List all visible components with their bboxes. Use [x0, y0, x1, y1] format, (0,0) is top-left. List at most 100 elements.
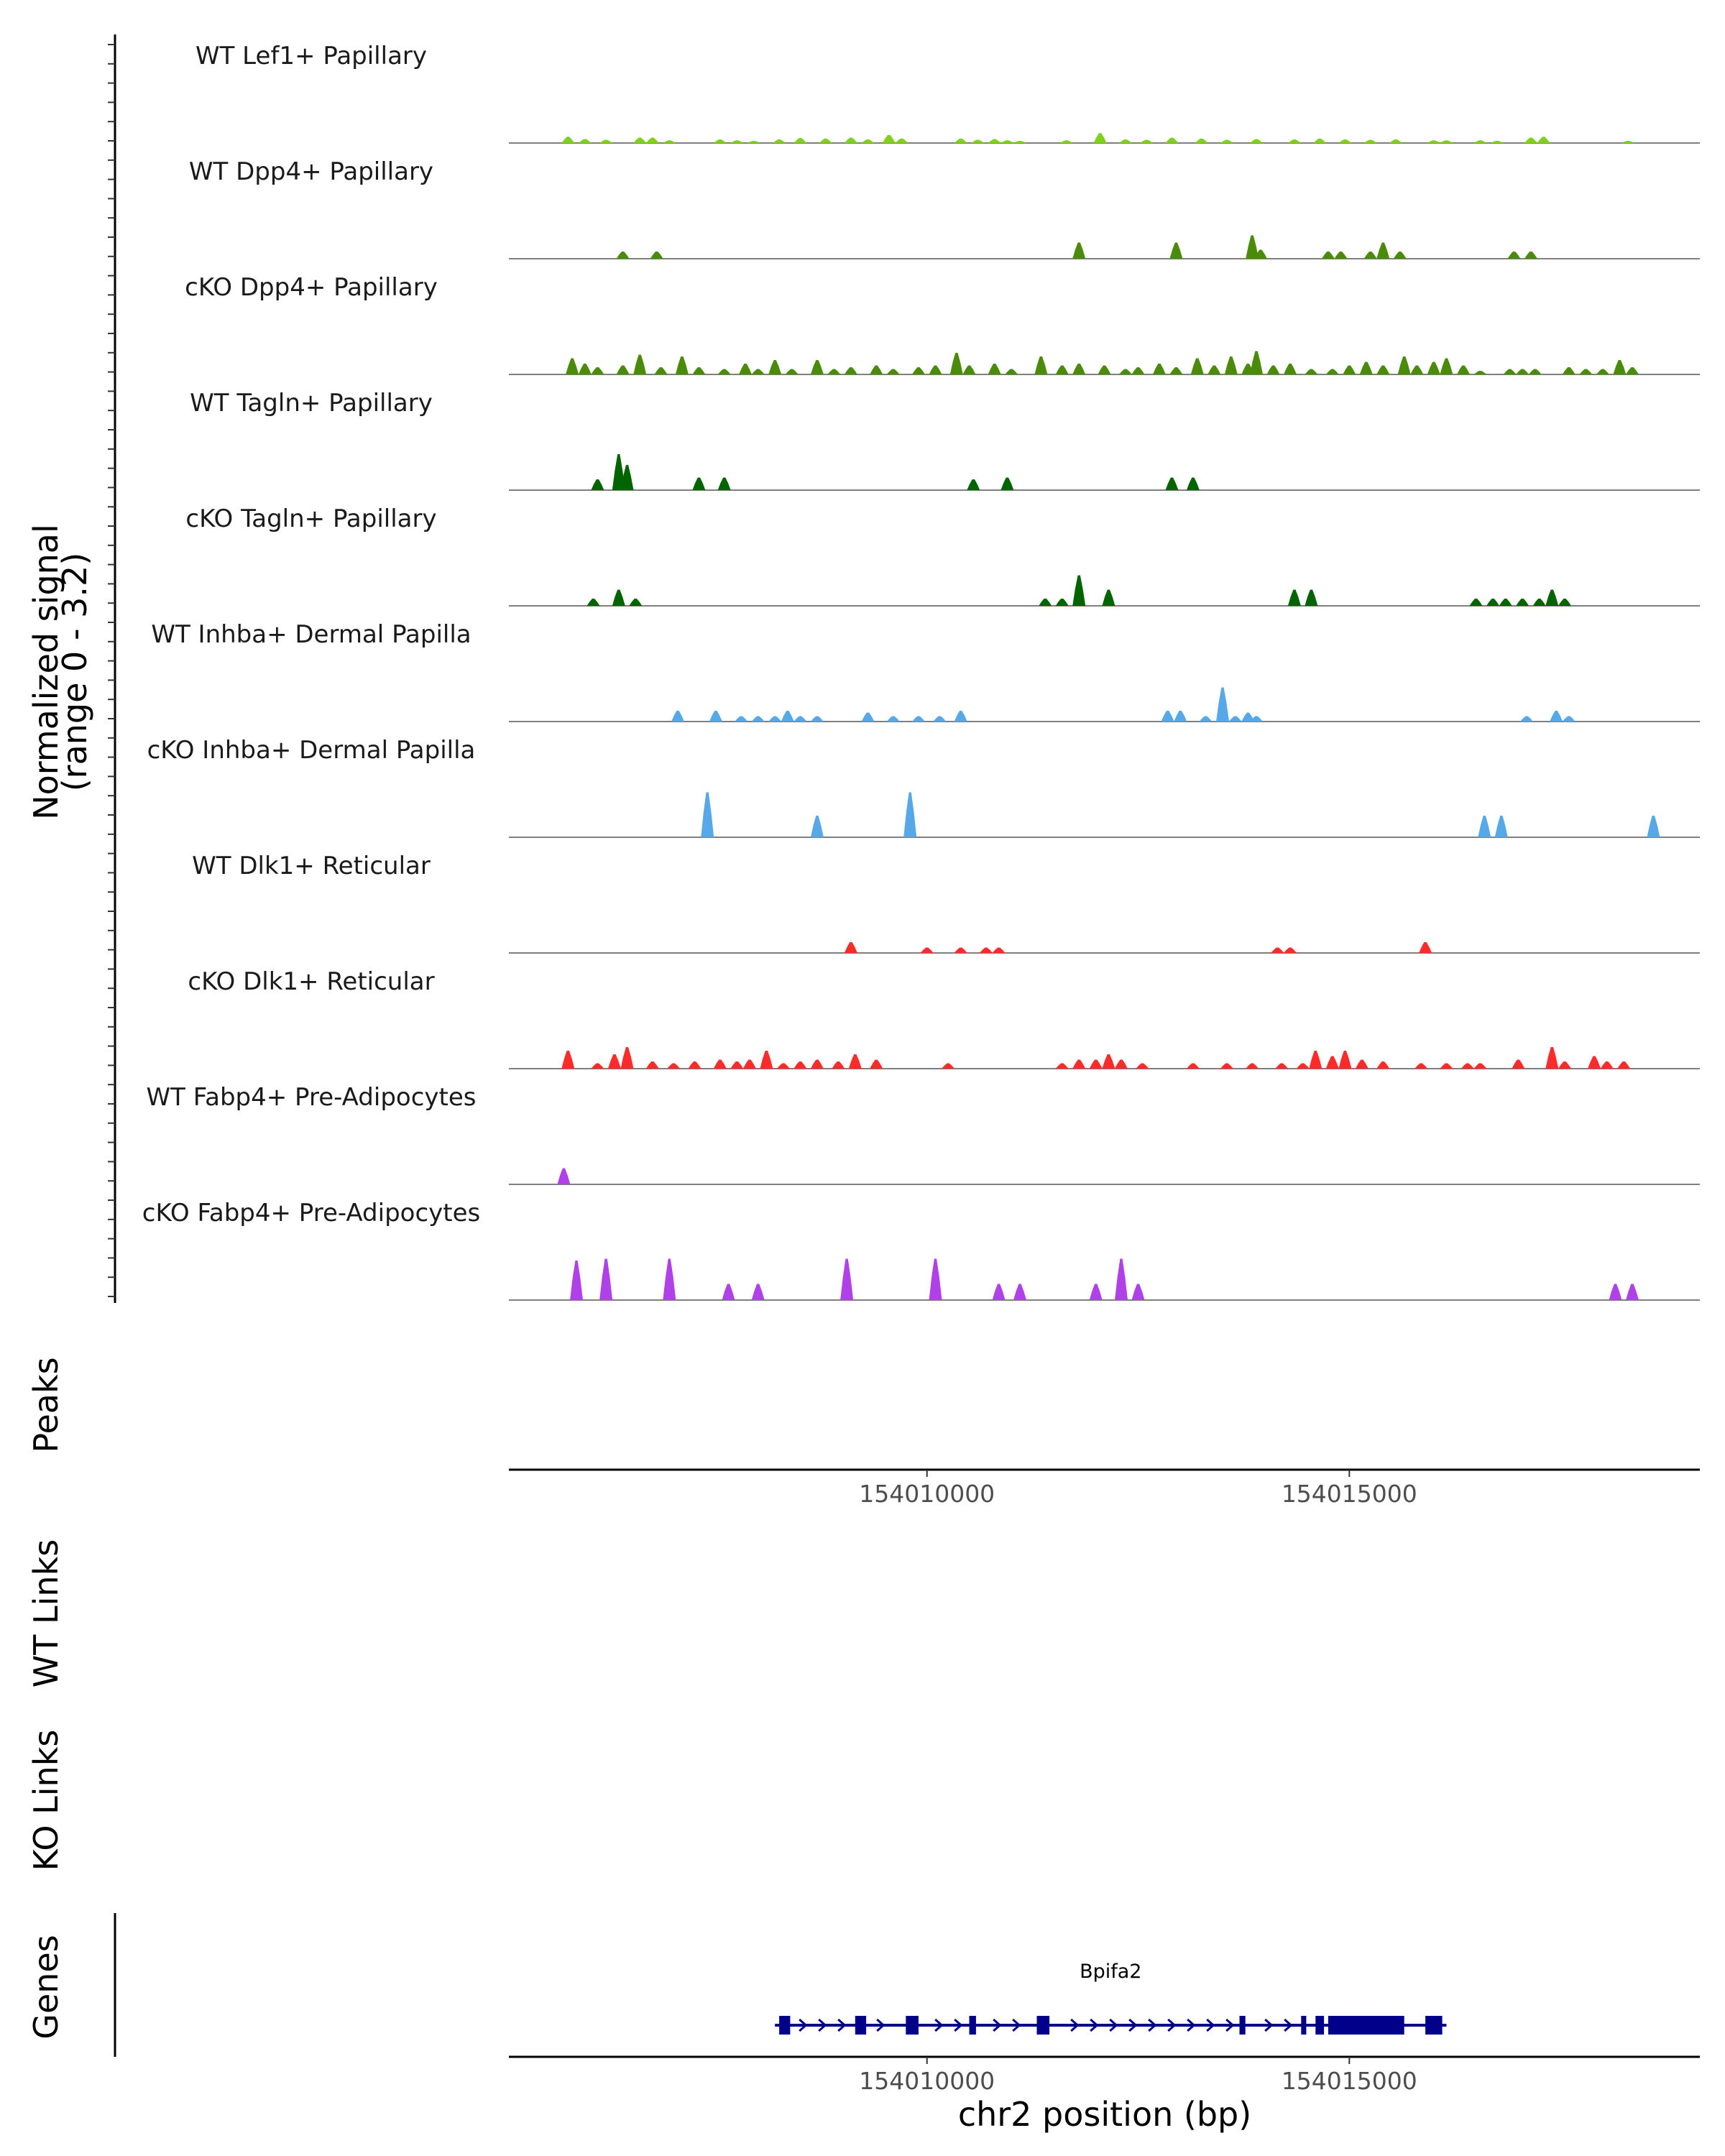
coverage-peak — [751, 1284, 765, 1300]
strand-arrow — [934, 2018, 944, 2032]
gene-label: Bpifa2 — [1080, 1961, 1141, 1983]
coverage-peak — [920, 947, 934, 953]
track-1: WT Lef1+ Papillary — [196, 42, 1700, 144]
coverage-peak — [1169, 242, 1183, 259]
strand-arrow — [1167, 2018, 1177, 2032]
coverage-peak — [713, 1059, 727, 1069]
coverage-peak — [827, 369, 841, 374]
coverage-peak — [819, 138, 832, 143]
coverage-peak — [1284, 947, 1297, 953]
strand-arrow — [1128, 2018, 1138, 2032]
coverage-peak — [1359, 361, 1373, 374]
coverage-peak — [1169, 367, 1183, 374]
gene-exon — [1036, 2016, 1050, 2035]
coverage-peak — [1460, 1063, 1474, 1069]
coverage-peak — [1131, 367, 1145, 374]
coverage-peak — [1199, 716, 1213, 722]
coverage-peak — [1250, 139, 1263, 143]
coverage-peak — [722, 1284, 735, 1300]
coverage-peak — [942, 1063, 955, 1069]
coverage-peak — [1186, 1063, 1200, 1069]
coverage-peak — [1216, 687, 1229, 722]
track-7: cKO Inhba+ Dermal Papilla — [147, 736, 1700, 838]
coverage-peak — [742, 1059, 756, 1069]
strand-arrow — [1148, 2018, 1157, 2032]
coverage-peak — [1186, 477, 1200, 490]
coverage-peak — [1271, 947, 1284, 953]
coverage-peak — [1152, 364, 1166, 374]
coverage-peak — [633, 137, 647, 143]
coverage-peak — [1363, 252, 1377, 259]
coverage-peak — [1102, 1054, 1116, 1069]
track-label: WT Tagln+ Papillary — [190, 389, 433, 418]
coverage-peak — [1491, 141, 1504, 143]
coverage-peak — [557, 1168, 571, 1184]
strand-arrow — [818, 2018, 827, 2032]
coverage-peak — [886, 716, 900, 722]
coverage-peak — [1389, 139, 1402, 143]
coverage-peak — [1005, 369, 1018, 374]
coverage-peak — [599, 1258, 613, 1300]
coverage-peak — [886, 369, 900, 374]
coverage-peak — [949, 353, 963, 374]
coverage-peak — [1174, 711, 1187, 722]
coverage-peak — [1338, 139, 1352, 143]
coverage-peak — [709, 711, 722, 722]
coverage-peak — [616, 365, 630, 374]
coverage-peak — [1613, 360, 1627, 374]
coverage-peak — [1440, 140, 1453, 143]
coverage-peak — [586, 599, 600, 606]
coverage-peak — [1305, 369, 1318, 374]
track-label: WT Dpp4+ Papillary — [189, 157, 433, 186]
coverage-peak — [1072, 1059, 1086, 1069]
signal-y-axis-title-line2: (range 0 - 3.2) — [55, 553, 94, 792]
coverage-peak — [1520, 716, 1534, 722]
coverage-peak — [1089, 1284, 1103, 1300]
coverage-peak — [1622, 141, 1635, 143]
coverage-peak — [785, 369, 799, 374]
coverage-peak — [591, 479, 604, 490]
coverage-peak — [1558, 599, 1571, 606]
coverage-peak — [1503, 369, 1517, 374]
gene-exon — [1301, 2016, 1307, 2035]
gene-exon — [1425, 2016, 1443, 2035]
coverage-peak — [794, 1061, 807, 1069]
coverage-peak — [1609, 1284, 1622, 1300]
coverage-peak — [1296, 1063, 1310, 1069]
coverage-peak — [1241, 712, 1255, 722]
x-axis-title: chr2 position (bp) — [958, 2095, 1251, 2134]
coverage-peak — [717, 477, 731, 490]
coverage-peak — [992, 947, 1006, 953]
gene-exon — [969, 2016, 976, 2035]
coverage-peak — [1055, 365, 1069, 374]
coverage-peak — [578, 139, 592, 143]
gene-exon — [906, 2016, 919, 2035]
coverage-peak — [1440, 1063, 1453, 1069]
coverage-peak — [578, 364, 592, 374]
coverage-peak — [616, 252, 630, 259]
x-axis-tick-label: 154010000 — [859, 1480, 995, 1508]
coverage-peak — [988, 364, 1001, 374]
gene-exon — [1239, 2016, 1246, 2035]
peaks-x-axis-ticks: 154010000 154015000 — [859, 1470, 1417, 1508]
coverage-peak — [1473, 1063, 1487, 1069]
signal-y-axis-title-line1: Normalized signal — [27, 524, 65, 820]
coverage-peak — [629, 599, 643, 606]
coverage-peak — [1055, 1063, 1069, 1069]
coverage-peak — [1478, 816, 1491, 837]
coverage-peak — [1309, 1051, 1322, 1069]
coverage-peak — [832, 1061, 845, 1069]
strand-arrow — [1264, 2018, 1274, 2032]
coverage-peak — [1000, 477, 1014, 490]
coverage-peak — [1550, 711, 1563, 722]
genes-x-axis-ticks: 154010000 154015000 — [859, 2057, 1417, 2095]
coverage-peak — [929, 365, 942, 374]
coverage-peak — [591, 367, 604, 374]
track-5: cKO Tagln+ Papillary — [185, 505, 1700, 607]
coverage-peak — [1195, 138, 1208, 143]
track-label: WT Lef1+ Papillary — [196, 42, 427, 70]
coverage-peak — [1246, 1063, 1259, 1069]
coverage-peak — [1118, 369, 1132, 374]
coverage-peak — [751, 716, 765, 722]
strand-arrow — [1012, 2018, 1021, 2032]
